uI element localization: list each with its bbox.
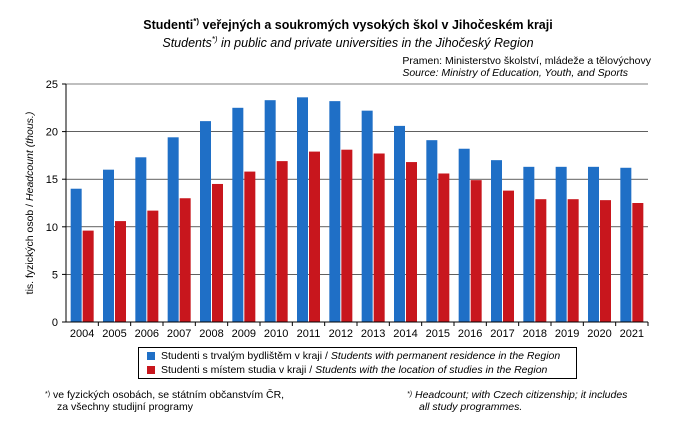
bar-permanent-2007 <box>167 137 179 322</box>
bar-study-2006 <box>147 210 159 322</box>
bar-permanent-2005 <box>103 169 114 322</box>
title-czech: Studenti*) veřejných a soukromých vysoký… <box>143 16 553 32</box>
bar-study-2020 <box>600 200 611 322</box>
gridlines <box>66 83 648 275</box>
bar-study-2019 <box>567 199 579 322</box>
legend-item-study: Studenti s místem studia v kraji / Stude… <box>147 364 547 376</box>
legend-label-en: Students with permanent residence in the… <box>330 350 561 362</box>
x-tick-label: 2008 <box>199 328 223 340</box>
bar-permanent-2016 <box>458 148 470 322</box>
x-tick-label: 2014 <box>393 328 417 340</box>
x-tick-label: 2017 <box>490 328 514 340</box>
y-axis-label: tis. fyzických osob / Headcount (thous.) <box>24 112 36 295</box>
x-tick-label: 2009 <box>232 328 256 340</box>
x-tick-label: 2010 <box>264 328 288 340</box>
bar-study-2018 <box>535 199 547 322</box>
x-tick-label: 2004 <box>70 328 94 340</box>
bar-permanent-2018 <box>523 166 535 322</box>
x-tick-label: 2006 <box>135 328 159 340</box>
bar-study-2016 <box>470 180 482 322</box>
bar-permanent-2011 <box>297 97 308 322</box>
bar-study-2011 <box>309 151 320 322</box>
bar-permanent-2014 <box>394 125 405 322</box>
y-tick-label: 15 <box>46 174 58 186</box>
x-tick-label: 2016 <box>458 328 482 340</box>
source-english: Source: Ministry of Education, Youth, an… <box>402 67 628 79</box>
x-tick-label: 2005 <box>102 328 126 340</box>
bar-permanent-2019 <box>555 166 567 322</box>
bar-study-2015 <box>438 173 450 322</box>
bar-permanent-2009 <box>232 107 244 322</box>
bar-study-2005 <box>115 221 126 322</box>
bar-permanent-2013 <box>361 110 373 322</box>
title-english: Students*) in public and private univers… <box>162 34 534 50</box>
y-tick-label: 5 <box>52 269 58 281</box>
bar-permanent-2017 <box>491 160 502 322</box>
bar-permanent-2006 <box>135 157 147 322</box>
x-tick-label: 2011 <box>297 328 321 340</box>
bar-study-2009 <box>244 171 256 322</box>
bar-study-2012 <box>341 149 353 322</box>
x-tick-label: 2019 <box>555 328 579 340</box>
y-tick-label: 20 <box>46 127 58 139</box>
legend: Studenti s trvalým bydlištěm v kraji / S… <box>138 347 577 379</box>
legend-label-cz: Studenti s místem studia v kraji / <box>161 364 316 376</box>
bar-permanent-2004 <box>70 188 82 322</box>
legend-label-en: Students with the location of studies in… <box>315 364 548 376</box>
x-tick-label: 2013 <box>361 328 385 340</box>
bar-study-2007 <box>179 198 191 322</box>
bar-study-2021 <box>632 203 644 322</box>
source-czech: Pramen: Ministerstvo školství, mládeže a… <box>402 55 651 67</box>
y-tick-label: 10 <box>46 222 58 234</box>
axes: 0 5 10 15 20 25 2004 2005 2006 2007 2008 2009 2010 20… <box>46 79 649 340</box>
legend-swatch-permanent <box>147 352 155 360</box>
footnote-english: *) Headcount; with Czech citizenship; it… <box>407 389 628 413</box>
bar-study-2013 <box>373 153 385 322</box>
bar-permanent-2015 <box>426 140 438 322</box>
bar-study-2010 <box>276 161 288 322</box>
bar-study-2008 <box>212 183 223 322</box>
bar-permanent-2008 <box>200 121 211 323</box>
bar-permanent-2020 <box>588 166 599 322</box>
y-tick-label: 25 <box>46 79 58 91</box>
bar-study-2004 <box>82 230 94 322</box>
bar-permanent-2021 <box>620 167 632 322</box>
bar-study-2014 <box>406 162 417 322</box>
x-tick-label: 2021 <box>620 328 644 340</box>
bars <box>70 97 644 323</box>
bar-permanent-2012 <box>329 101 341 322</box>
y-tick-label: 0 <box>52 317 58 329</box>
x-tick-label: 2020 <box>587 328 611 340</box>
legend-label-cz: Studenti s trvalým bydlištěm v kraji / <box>161 350 331 362</box>
x-tick-label: 2015 <box>426 328 450 340</box>
x-tick-label: 2012 <box>329 328 353 340</box>
bar-permanent-2010 <box>264 100 276 323</box>
footnote-czech: *) ve fyzických osobách, se státním obča… <box>45 389 285 413</box>
x-tick-label: 2007 <box>167 328 191 340</box>
legend-item-permanent: Studenti s trvalým bydlištěm v kraji / S… <box>147 350 560 362</box>
legend-swatch-study <box>147 366 155 374</box>
x-tick-label: 2018 <box>523 328 547 340</box>
bar-study-2017 <box>503 190 514 322</box>
